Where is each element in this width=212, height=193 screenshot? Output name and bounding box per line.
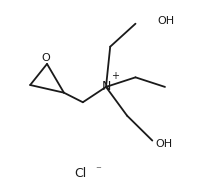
- Text: OH: OH: [158, 16, 175, 26]
- Text: ⁻: ⁻: [96, 165, 102, 175]
- Text: OH: OH: [155, 139, 173, 149]
- Text: Cl: Cl: [75, 167, 87, 180]
- Text: +: +: [111, 71, 119, 81]
- Text: N: N: [101, 80, 111, 93]
- Text: O: O: [42, 53, 50, 63]
